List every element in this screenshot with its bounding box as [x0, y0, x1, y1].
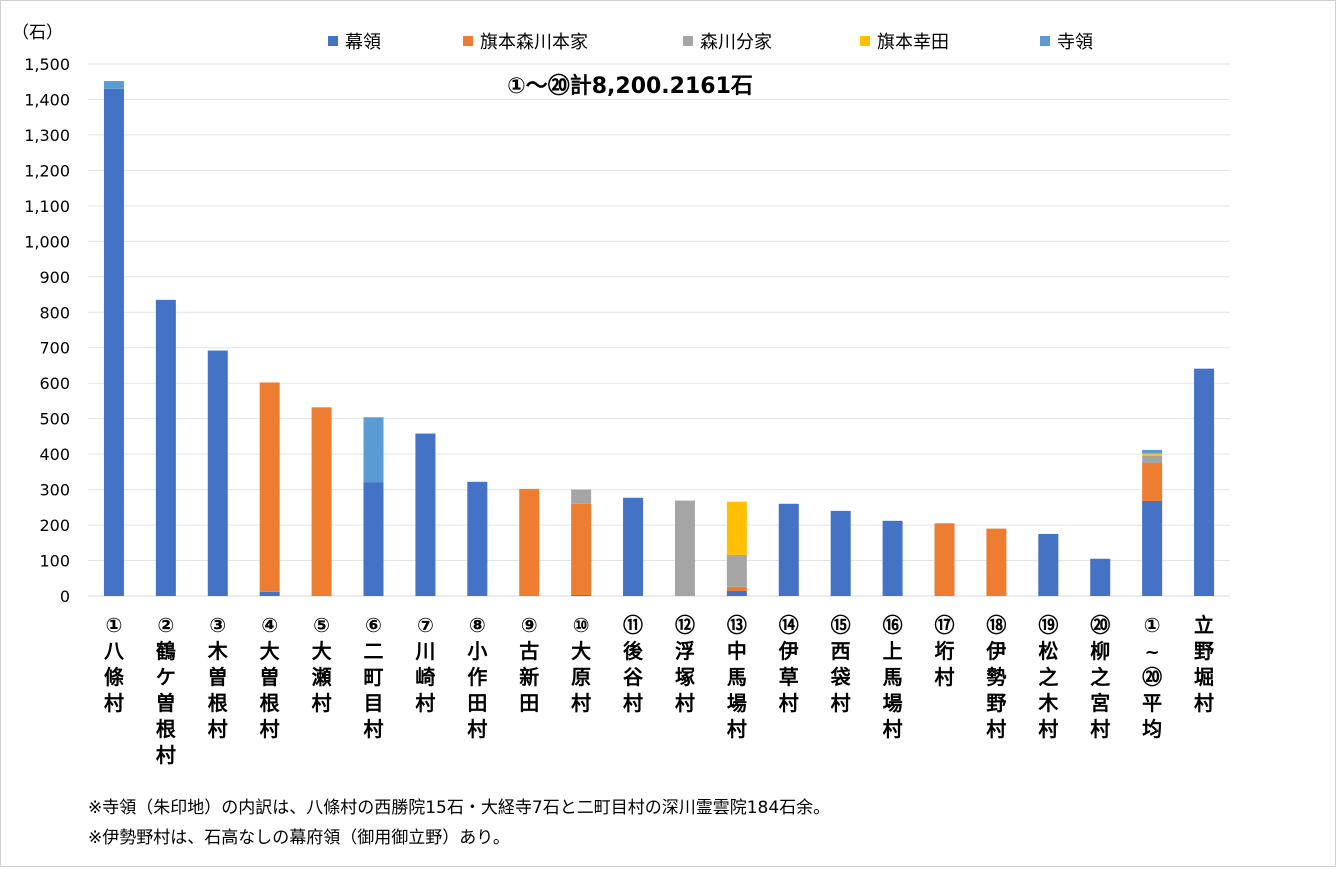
x-axis: ① 八條村 ② 鶴ケ曽根村 ③ 木曽根村 ④ 大曽根村 ⑤ 大瀬村 ⑥ 二町目村 ⑦ 川崎村 ⑧ 小作田村 ⑨ 古… — [104, 613, 1214, 767]
bar-segment — [103, 81, 124, 89]
x-tick-label: ③ 木曽根村 — [207, 613, 229, 741]
legend-swatch — [328, 36, 338, 46]
chart-title: ①～⑳計8,200.2161石 — [507, 73, 753, 99]
bar-segment — [571, 503, 592, 595]
bar-segment — [103, 88, 124, 597]
x-tick-label: ⑫ 浮塚村 — [675, 613, 695, 715]
bar-segment — [726, 591, 747, 596]
y-tick-label: 700 — [39, 339, 70, 358]
legend-swatch — [683, 36, 693, 46]
x-tick-label: ⑪ 後谷村 — [623, 613, 644, 715]
bar-segment — [1142, 500, 1163, 596]
bar-segment — [467, 481, 488, 596]
y-tick-label: 200 — [39, 516, 70, 535]
bar-segment — [363, 417, 384, 483]
x-tick-label: ⑳ 柳之宮村 — [1090, 613, 1110, 741]
y-tick-label: 100 — [39, 552, 70, 571]
bar-segment — [934, 523, 955, 596]
x-tick-label: ⑧ 小作田村 — [467, 613, 487, 741]
bar-segment — [674, 500, 695, 596]
bar-segment — [1194, 368, 1215, 596]
bar-segment — [1142, 463, 1163, 501]
stacked-bar-chart: 0 100 200 300 400 500 600 700 800 900 1,000 1,100 1,… — [12, 23, 1230, 767]
x-tick-label: ⑬ 中馬場村 — [727, 613, 747, 741]
legend: 幕領 旗本森川本家 森川分家 旗本幸田 寺領 — [328, 32, 1093, 53]
bar-segment — [259, 591, 280, 596]
y-tick-label: 1,400 — [24, 90, 70, 109]
y-axis-label: （石） — [12, 23, 63, 43]
bar-segment — [1038, 533, 1059, 596]
y-tick-label: 400 — [39, 445, 70, 464]
footnote-isenomura: ※伊勢野村は、石高なしの幕府領（御用御立野）あり。 — [88, 828, 510, 848]
legend-label: 寺領 — [1057, 32, 1093, 53]
y-tick-label: 300 — [39, 481, 70, 500]
bar-segment — [726, 586, 747, 592]
legend-label: 幕領 — [345, 32, 381, 53]
x-tick-label: ⑭ 伊草村 — [778, 613, 799, 715]
y-tick-label: 900 — [39, 268, 70, 287]
bar-segment — [155, 299, 176, 596]
bar-segment — [519, 488, 540, 596]
bar-segment — [830, 510, 851, 596]
y-tick-label: 500 — [39, 410, 70, 429]
x-tick-label: ② 鶴ケ曽根村 — [156, 613, 176, 767]
bar-segment — [726, 501, 747, 555]
legend-swatch — [860, 36, 870, 46]
legend-label: 森川分家 — [700, 32, 772, 53]
x-tick-label: ⑥ 二町目村 — [364, 613, 384, 741]
legend-swatch — [463, 36, 473, 46]
x-tick-label: ④ 大曽根村 — [260, 613, 280, 741]
x-tick-label: ⑤ 大瀬村 — [312, 613, 332, 715]
x-tick-label: ① ~ ⑳ 平均 — [1142, 613, 1162, 741]
bar-segment — [415, 433, 436, 596]
bar-segment — [571, 489, 592, 504]
y-tick-label: 1,100 — [24, 197, 70, 216]
footnote-temple-land: ※寺領（朱印地）の内訳は、八條村の西勝院15石・大経寺7石と二町目村の深川霊雲院… — [88, 798, 831, 818]
bar-segment — [986, 528, 1007, 596]
bar-segment — [778, 503, 799, 596]
legend-label: 旗本森川本家 — [480, 32, 588, 53]
x-tick-label: ⑨ 古新田 — [519, 613, 539, 715]
x-tick-label: ⑦ 川崎村 — [414, 613, 435, 715]
bar-segment — [1090, 558, 1111, 596]
y-tick-label: 800 — [39, 303, 70, 322]
bar-segment — [571, 594, 592, 596]
bar-segment — [207, 350, 228, 596]
x-tick-label: 立野堀村 — [1194, 613, 1214, 715]
x-tick-label: ① 八條村 — [104, 613, 125, 715]
bar-segment — [1142, 453, 1163, 456]
y-tick-label: 1,300 — [24, 126, 70, 145]
y-tick-label: 0 — [60, 587, 70, 606]
bar-segment — [1142, 455, 1163, 463]
y-tick-label: 1,500 — [24, 55, 70, 74]
legend-swatch — [1040, 36, 1050, 46]
x-tick-label: ⑯ 上馬場村 — [883, 613, 903, 741]
bar-segment — [1142, 449, 1163, 454]
bar-segment — [363, 482, 384, 596]
bar-segment — [882, 520, 903, 596]
bar-segment — [259, 382, 280, 592]
bar-segment — [623, 497, 644, 596]
legend-label: 旗本幸田 — [877, 32, 949, 53]
x-tick-label: ⑰ 垳村 — [935, 613, 955, 689]
bar-segment — [311, 407, 332, 596]
y-tick-label: 1,000 — [24, 232, 70, 251]
y-tick-label: 600 — [39, 374, 70, 393]
y-tick-label: 1,200 — [24, 161, 70, 180]
x-tick-label: ⑱ 伊勢野村 — [985, 613, 1006, 741]
y-axis: 0 100 200 300 400 500 600 700 800 900 1,000 1,100 1,… — [24, 55, 70, 606]
bars — [103, 81, 1215, 597]
x-tick-label: ⑩ 大原村 — [571, 613, 591, 715]
x-tick-label: ⑲ 松之木村 — [1037, 613, 1059, 741]
x-tick-label: ⑮ 西袋村 — [830, 613, 852, 715]
bar-segment — [726, 554, 747, 587]
gridlines — [88, 63, 1230, 597]
